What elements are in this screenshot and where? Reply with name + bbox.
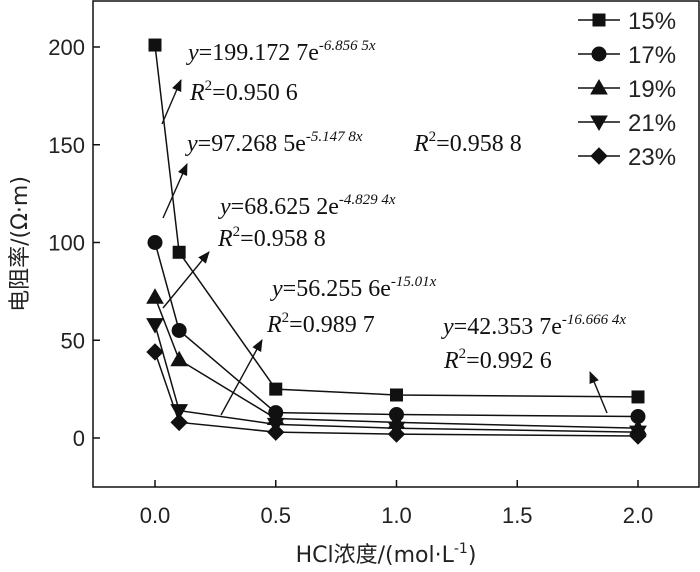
data-point — [269, 382, 283, 396]
data-point — [146, 343, 164, 361]
arrow-15 — [161, 79, 182, 125]
data-point — [629, 427, 647, 445]
data-point — [147, 235, 163, 250]
x-tick-label: 1.0 — [381, 503, 412, 528]
arrow-17 — [162, 163, 188, 219]
data-point — [171, 322, 187, 338]
legend-item: 17% — [578, 42, 676, 69]
y-tick-label: 200 — [48, 35, 85, 60]
data-point — [148, 38, 162, 52]
legend-marker — [591, 46, 607, 62]
fit-eq-15: y=199.172 7e-6.856 5x — [186, 38, 376, 66]
legend-label: 23% — [628, 144, 676, 171]
y-tick-label: 0 — [73, 426, 85, 451]
data-point — [170, 413, 188, 432]
legend-label: 21% — [628, 110, 676, 137]
data-point — [631, 390, 645, 404]
x-axis-title-end: ) — [468, 543, 477, 568]
data-point — [390, 388, 403, 402]
x-axis-title: HCl浓度/(mol·L-1) — [296, 541, 477, 568]
y-axis: 0 50 100 150 200 — [48, 35, 100, 451]
legend-label: 19% — [628, 76, 676, 103]
fit-r2-23: R2=0.992 6 — [443, 346, 552, 374]
data-point — [146, 288, 164, 304]
x-tick-label: 0.0 — [140, 503, 171, 528]
y-tick-label: 100 — [48, 231, 85, 256]
legend-marker — [592, 13, 606, 27]
legend-label: 17% — [628, 42, 676, 69]
arrow-21 — [220, 339, 263, 416]
fit-eq-21: y=56.255 6e-15.01x — [270, 274, 437, 302]
fit-r2-15: R2=0.950 6 — [189, 78, 298, 106]
x-tick-label: 1.5 — [502, 503, 533, 528]
fit-r2-17: R2=0.958 8 — [413, 129, 522, 157]
series-23% — [146, 343, 647, 445]
legend-item: 21% — [578, 110, 676, 137]
series-21% — [146, 318, 647, 442]
arrow-23 — [589, 371, 608, 414]
y-tick-label: 150 — [48, 133, 85, 158]
fit-r2-21: R2=0.989 7 — [266, 310, 375, 338]
legend-item: 23% — [578, 144, 676, 171]
data-point — [267, 423, 285, 441]
legend-item: 15% — [578, 8, 676, 35]
legend-label: 15% — [628, 8, 676, 35]
data-point — [146, 318, 164, 334]
arrow-19 — [162, 251, 210, 309]
data-point — [387, 425, 406, 443]
series-15% — [148, 38, 645, 404]
annotation-arrows — [161, 79, 608, 416]
x-axis-title-main: HCl浓度/(mol·L — [296, 543, 455, 568]
y-tick-label: 50 — [61, 328, 85, 353]
x-axis-title-sup: -1 — [454, 541, 468, 557]
y-axis-title: 电阻率/(Ω·m) — [8, 176, 33, 312]
fit-eq-23: y=42.353 7e-16.666 4x — [441, 312, 626, 340]
legend: 15% 17% 19% 21% 23% — [578, 8, 676, 171]
data-point — [172, 245, 186, 259]
x-axis: 0.0 0.5 1.0 1.5 2.0 — [140, 480, 654, 528]
x-tick-label: 2.0 — [623, 503, 654, 528]
legend-marker — [590, 78, 608, 95]
legend-marker — [590, 115, 608, 132]
fit-eq-17: y=97.268 5e-5.147 8x — [185, 129, 363, 157]
legend-item: 19% — [578, 76, 676, 103]
x-tick-label: 0.5 — [260, 503, 291, 528]
legend-marker — [590, 147, 608, 165]
data-point — [170, 350, 189, 367]
fit-annotations: y=199.172 7e-6.856 5x R2=0.950 6 y=97.26… — [185, 38, 626, 374]
series-group — [146, 38, 647, 445]
fit-r2-19: R2=0.958 8 — [217, 224, 326, 252]
fit-eq-19: y=68.625 2e-4.829 4x — [218, 192, 396, 220]
